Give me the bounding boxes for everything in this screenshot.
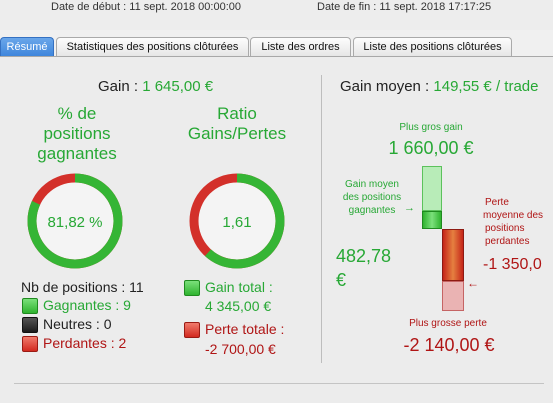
plus-grosse-perte-label: Plus grosse perte <box>409 318 487 329</box>
pct-title-line: positions <box>43 124 111 143</box>
neutres-label: Neutres : 0 <box>43 316 112 332</box>
gain-total-value: 4 345,00 € <box>205 298 272 314</box>
ratio-donut: 1,61 <box>189 173 285 269</box>
ratio-donut-gain <box>189 173 285 269</box>
ratio-title-line: Ratio <box>217 104 257 123</box>
ratio-value: 1,61 <box>222 214 251 231</box>
perdantes-label: Perdantes : 2 <box>43 335 127 351</box>
loss-range-bar <box>442 281 464 311</box>
gagnantes-swatch <box>22 298 38 314</box>
neutres-swatch <box>22 317 38 333</box>
perte-totale-swatch <box>184 322 200 338</box>
tab-resume[interactable]: Résumé <box>0 37 54 56</box>
perte-totale-value: -2 700,00 € <box>205 341 276 357</box>
start-date: Date de début : 11 sept. 2018 00:00:00 <box>51 1 242 13</box>
gain-total-label: Gain total : <box>205 279 273 295</box>
perte-moyenne-value: -1 350,0 <box>483 256 542 273</box>
perte-moyenne-desc-line: perdantes <box>485 236 530 247</box>
gain-moyen-row: Gain moyen : 149,55 € / trade <box>340 78 538 95</box>
gain-moyen-arrow-icon: → <box>404 202 415 214</box>
loss-average-bar <box>442 229 464 281</box>
tab-statistiques-positions[interactable]: Statistiques des positions clôturées <box>56 37 249 56</box>
gain-value: 1 645,00 € <box>142 78 214 95</box>
gain-moyen-desc-line: Gain moyen <box>345 179 399 190</box>
tab-liste-ordres[interactable]: Liste des ordres <box>250 37 351 56</box>
pct-donut: 81,82 % <box>27 173 123 269</box>
gain-moyen-desc-line: des positions <box>342 192 402 203</box>
pct-title-line: % de <box>57 104 97 123</box>
plus-grosse-perte-value: -2 140,00 € <box>403 335 495 355</box>
nb-positions: Nb de positions : 11 <box>21 279 144 295</box>
perte-moyenne-desc-line: positions <box>485 223 525 234</box>
gain-total-swatch <box>184 280 200 296</box>
plus-gros-gain-value: 1 660,00 € <box>388 138 474 158</box>
header-bar <box>0 0 553 30</box>
gain-moyen-desc-line: gagnantes <box>348 205 396 216</box>
ratio-title: Ratio Gains/Pertes <box>178 104 296 144</box>
perte-moyenne-arrow-icon: ← <box>467 276 479 290</box>
tab-bar: Résumé Statistiques des positions clôtur… <box>0 37 553 57</box>
gagnantes-label: Gagnantes : 9 <box>43 297 131 313</box>
gain-label: Gain : <box>98 78 143 95</box>
gain-moyen-value-currency: € <box>336 270 347 290</box>
gain-average-bar <box>422 211 442 229</box>
tab-underline <box>0 56 553 57</box>
gain-range-bar <box>422 166 442 211</box>
gain-moyen-desc: Gain moyen des positions gagnantes <box>333 178 411 217</box>
gain-moyen-value: 482,78 € <box>336 244 391 292</box>
tab-liste-positions-cloturees[interactable]: Liste des positions clôturées <box>353 37 512 56</box>
pct-donut-win <box>27 173 123 269</box>
ratio-title-line: Gains/Pertes <box>187 124 287 143</box>
perte-moyenne-desc-line: Perte <box>485 197 509 208</box>
gain-moyen-title: Gain moyen : <box>340 78 434 95</box>
perte-moyenne-desc-line: moyenne des <box>483 210 544 221</box>
pct-title: % de positions gagnantes <box>18 104 136 164</box>
pct-title-line: gagnantes <box>37 144 117 163</box>
bottom-divider <box>14 383 544 384</box>
pct-value: 81,82 % <box>47 214 102 231</box>
perdantes-swatch <box>22 336 38 352</box>
perte-totale-label: Perte totale : <box>205 321 285 337</box>
plus-gros-gain-label: Plus gros gain <box>399 122 463 133</box>
perte-moyenne-desc: Perte moyenne des positions perdantes <box>483 196 553 248</box>
gain-moyen-per-trade: 149,55 € / trade <box>433 78 539 95</box>
gain-row: Gain : 1 645,00 € <box>98 78 213 95</box>
gain-moyen-value-number: 482,78 <box>336 246 392 266</box>
vertical-divider <box>321 75 322 363</box>
end-date: Date de fin : 11 sept. 2018 17:17:25 <box>317 1 492 13</box>
